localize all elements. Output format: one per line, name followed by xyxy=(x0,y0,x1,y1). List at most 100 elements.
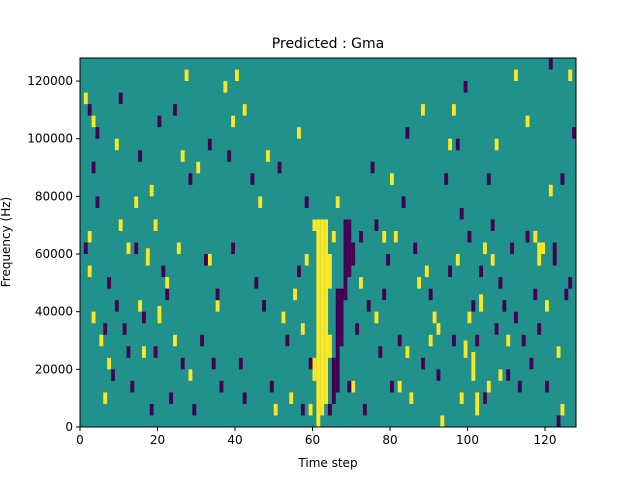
heatmap-cell-low xyxy=(118,92,123,105)
heatmap-cell-high xyxy=(393,230,398,243)
heatmap-cell-low xyxy=(568,277,573,289)
heatmap-cell-low xyxy=(428,288,433,301)
heatmap-cell-high xyxy=(560,403,565,416)
heatmap-cell-high xyxy=(242,104,247,116)
heatmap-cell-high xyxy=(424,265,429,278)
heatmap-cell-high xyxy=(514,69,518,82)
y-tick-label: 40000 xyxy=(35,305,73,319)
heatmap-cell-low xyxy=(494,323,499,335)
heatmap-cell-low xyxy=(277,161,282,174)
heatmap-cell-high xyxy=(312,357,317,381)
heatmap-cell-low xyxy=(157,115,162,128)
heatmap-cell-low xyxy=(444,173,449,185)
heatmap-cell-low xyxy=(529,357,534,370)
heatmap-cell-high xyxy=(176,242,181,255)
heatmap-cell-low xyxy=(328,403,332,416)
heatmap-cell-high xyxy=(475,392,480,416)
heatmap-cell-low xyxy=(219,380,224,393)
heatmap-cell-low xyxy=(95,196,100,208)
heatmap-cell-high xyxy=(331,230,336,243)
heatmap-cell-low xyxy=(378,346,383,358)
heatmap-cell-high xyxy=(328,334,332,358)
heatmap-cell-low xyxy=(517,380,522,393)
heatmap-cell-high xyxy=(138,300,143,312)
heatmap-cell-low xyxy=(111,369,115,381)
heatmap-cell-low xyxy=(114,300,119,312)
heatmap-cell-high xyxy=(157,305,162,324)
low-value-cells xyxy=(83,58,577,427)
y-axis: 0 20000 40000 60000 80000 100000 120000 xyxy=(27,74,80,434)
plot-frame xyxy=(79,57,577,428)
x-tick-label: 100 xyxy=(456,433,479,447)
x-tick-label: 60 xyxy=(305,433,320,447)
heatmap-cell-high xyxy=(308,403,313,416)
heatmap-cell-high xyxy=(537,242,542,266)
heatmap-cell-high xyxy=(545,300,549,312)
heatmap-cell-low xyxy=(413,242,418,255)
heatmap-cell-low xyxy=(304,196,309,208)
heatmap-cell-low xyxy=(421,357,425,370)
heatmap-cell-low xyxy=(370,161,375,174)
heatmap-cell-high xyxy=(223,81,228,93)
heatmap-cell-low xyxy=(138,150,143,162)
heatmap-cell-high xyxy=(114,138,119,151)
x-axis-label: Time step xyxy=(297,456,357,470)
heatmap-cell-high xyxy=(273,403,278,416)
plot-area xyxy=(79,57,577,428)
heatmap-cell-low xyxy=(459,207,464,220)
heatmap-cell-low xyxy=(153,346,158,358)
heatmap-cell-high xyxy=(91,311,96,324)
heatmap-cell-low xyxy=(362,403,367,416)
heatmap-cell-low xyxy=(374,219,379,231)
heatmap-cell-low xyxy=(130,380,135,393)
heatmap-cell-high xyxy=(556,346,561,358)
heatmap-cell-low xyxy=(525,230,530,243)
heatmap-cell-high xyxy=(533,230,538,243)
heatmap-cell-high xyxy=(87,230,92,243)
heatmap-cell-low xyxy=(339,288,344,347)
heatmap-cell-high xyxy=(83,92,88,105)
heatmap-cell-high xyxy=(126,242,131,255)
heatmap-cell-low xyxy=(200,334,205,347)
heatmap-cell-high xyxy=(405,346,410,358)
heatmap-cell-high xyxy=(320,219,325,416)
heatmap-cell-high xyxy=(525,115,530,128)
heatmap-cell-low xyxy=(300,403,305,416)
y-tick-label: 0 xyxy=(65,420,73,434)
heatmap-cell-high xyxy=(196,161,201,174)
heatmap-cell-low xyxy=(227,150,232,162)
heatmap-cell-low xyxy=(95,127,100,139)
heatmap-cell-low xyxy=(355,323,360,335)
heatmap-cell-low xyxy=(463,81,468,93)
heatmap-cell-low xyxy=(560,173,565,185)
x-tick-label: 20 xyxy=(150,433,165,447)
y-tick-label: 80000 xyxy=(35,189,73,203)
heatmap-cell-low xyxy=(397,334,402,347)
y-tick-label: 120000 xyxy=(27,74,73,88)
heatmap-cell-high xyxy=(351,380,356,393)
heatmap-cell-low xyxy=(180,357,185,370)
heatmap-cell-low xyxy=(347,219,352,278)
heatmap-cell-low xyxy=(134,242,139,255)
heatmap-cell-low xyxy=(215,288,220,301)
heatmap-cell-low xyxy=(483,392,487,404)
heatmap-cell-low xyxy=(250,173,255,185)
heatmap-cell-low xyxy=(269,380,274,393)
heatmap-cell-high xyxy=(448,138,453,151)
heatmap-cell-high xyxy=(568,69,573,82)
heatmap-cell-high xyxy=(483,242,487,255)
heatmap-cell-low xyxy=(359,230,363,243)
heatmap-cell-low xyxy=(87,104,92,116)
heatmap-cell-low xyxy=(401,196,406,208)
heatmap-cell-low xyxy=(192,403,197,416)
heatmap-cell-high xyxy=(397,380,402,393)
heatmap-cell-high xyxy=(188,369,193,381)
heatmap-cell-high xyxy=(324,219,329,404)
heatmap-cell-high xyxy=(145,248,150,266)
heatmap-cell-high xyxy=(494,138,499,151)
heatmap-cell-high xyxy=(548,184,553,197)
heatmap-cell-high xyxy=(87,265,92,278)
heatmap-cell-high xyxy=(207,254,212,266)
heatmap-cell-high xyxy=(490,254,495,266)
heatmap-cell-high xyxy=(266,150,270,162)
